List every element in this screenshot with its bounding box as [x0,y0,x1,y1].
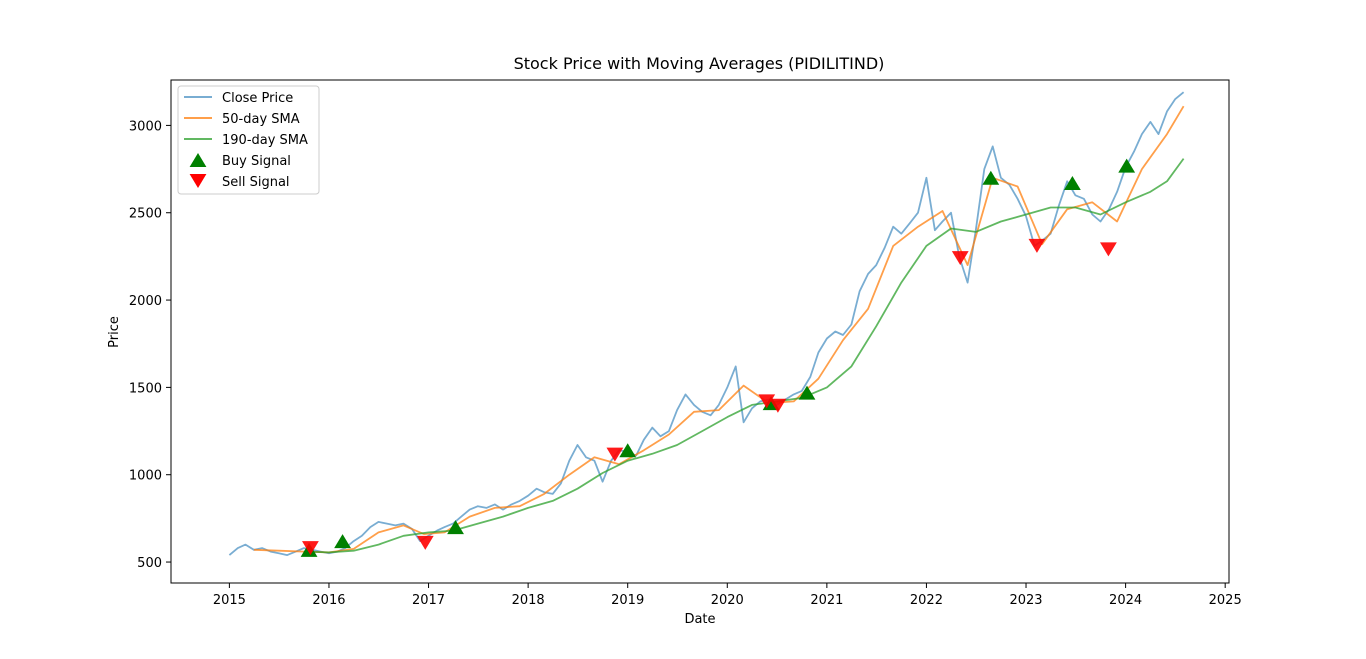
x-tick-label: 2022 [910,593,943,608]
legend: Close Price 50-day SMA 190-day SMA Buy Sign… [177,85,320,195]
legend-label-50-day-sma: 50-day SMA [222,112,300,127]
x-tick-label: 2020 [711,593,744,608]
legend-label-190-day-sma: 190-day SMA [222,133,308,148]
buy-signal-marker [982,170,1000,185]
y-tick-label: 2000 [129,294,162,309]
series-line-190-day-sma [303,158,1185,554]
buy-signal-marker [447,520,464,535]
x-tick-label: 2019 [611,593,644,608]
plot-area [228,91,1185,557]
x-tick-label: 2017 [412,593,445,608]
legend-label-buy-signal: Buy Signal [222,154,291,169]
sell-signal-marker [302,541,319,556]
legend-swatch-buy-signal [189,153,207,167]
sell-signal-marker [769,398,787,413]
sell-signal-marker [1028,238,1046,253]
sell-signal-marker [606,447,624,462]
x-tick-label: 2018 [512,593,545,608]
x-tick-label: 2015 [213,593,246,608]
series-line-50-day-sma [253,105,1185,554]
x-axis: 2015 2016 2017 2018 2019 2020 2021 2022 2023 2024… [213,583,1242,608]
sell-signal-marker [758,394,776,409]
y-tick-label: 2500 [129,207,162,222]
plot-frame [170,79,1230,584]
buy-signal-marker [1118,158,1136,173]
buy-signal-marker [334,534,351,549]
sell-signal-marker [1100,242,1117,257]
buy-signal-marker [619,443,637,458]
x-tick-label: 2021 [810,593,843,608]
x-tick-label: 2016 [312,593,345,608]
chart-title: Stock Price with Moving Averages (PIDILI… [514,54,885,73]
legend-label-close-price: Close Price [222,91,293,106]
sell-signal-marker [951,251,969,266]
y-tick-label: 1500 [129,381,162,396]
y-tick-label: 1000 [129,469,162,484]
legend-swatch-sell-signal [189,174,207,188]
x-tick-label: 2024 [1109,593,1142,608]
series-line-close-price [228,91,1185,556]
y-tick-label: 500 [137,556,162,571]
buy-signal-marker [1064,176,1081,191]
y-tick-label: 3000 [129,119,162,134]
y-axis-label: Price [107,316,122,348]
legend-label-sell-signal: Sell Signal [222,175,290,190]
x-tick-label: 2025 [1209,593,1242,608]
x-axis-label: Date [684,612,715,627]
buy-signal-marker [798,385,816,400]
legend-box [177,85,320,195]
y-axis: 500 1000 1500 2000 2500 3000 [129,119,171,571]
x-tick-label: 2023 [1009,593,1042,608]
sell-signal-marker [416,535,434,550]
